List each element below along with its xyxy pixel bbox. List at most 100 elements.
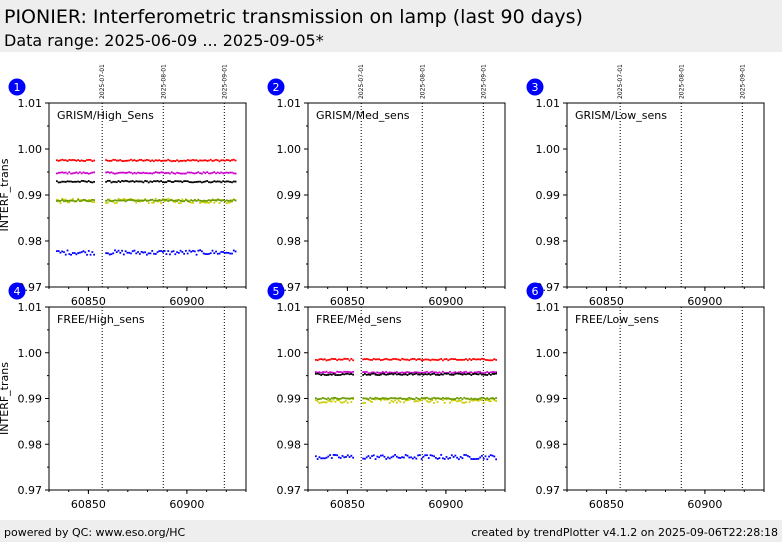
data-point xyxy=(493,397,496,400)
data-point xyxy=(452,373,455,376)
data-point xyxy=(172,160,175,162)
data-point xyxy=(343,456,346,459)
data-point xyxy=(367,399,370,401)
page-subtitle: Data range: 2025-06-09 ... 2025-09-05* xyxy=(4,31,324,50)
data-point xyxy=(165,172,168,174)
data-point xyxy=(215,199,217,202)
data-point xyxy=(479,456,482,459)
data-point xyxy=(495,372,498,375)
data-point xyxy=(138,199,141,202)
data-point xyxy=(202,159,205,162)
data-point xyxy=(334,372,337,375)
data-point xyxy=(128,171,131,174)
y-tick-label: 0.98 xyxy=(277,235,302,248)
data-point xyxy=(195,172,198,174)
data-point xyxy=(403,358,405,361)
x-tick-label: 60850 xyxy=(589,295,624,308)
data-point xyxy=(204,180,207,183)
data-point xyxy=(91,160,94,163)
data-point xyxy=(378,358,381,361)
series-blue xyxy=(55,249,237,256)
data-point xyxy=(146,172,148,175)
data-point xyxy=(461,372,464,374)
data-point xyxy=(199,159,201,162)
data-point xyxy=(336,374,339,376)
data-point xyxy=(121,249,123,252)
data-point xyxy=(89,253,92,256)
data-point xyxy=(112,158,115,161)
data-point xyxy=(61,250,64,253)
data-point xyxy=(224,180,226,183)
data-point xyxy=(445,358,448,360)
data-point xyxy=(440,398,443,400)
data-point xyxy=(332,372,335,375)
data-point xyxy=(124,159,127,162)
data-point xyxy=(80,180,83,182)
data-point xyxy=(131,159,134,162)
data-point xyxy=(110,171,113,174)
series-black xyxy=(314,372,498,376)
data-point xyxy=(151,172,154,175)
data-point xyxy=(417,371,420,374)
data-point xyxy=(473,372,476,375)
data-point xyxy=(410,358,412,361)
data-point xyxy=(468,398,471,401)
y-tick-label: 1.01 xyxy=(277,301,302,314)
data-point xyxy=(408,456,411,459)
data-point xyxy=(179,180,182,183)
data-point xyxy=(147,202,150,205)
data-point xyxy=(323,358,326,361)
data-point xyxy=(466,397,469,400)
data-point xyxy=(138,172,141,174)
data-point xyxy=(231,199,233,201)
data-point xyxy=(156,171,159,174)
data-point xyxy=(390,456,393,459)
data-point xyxy=(329,454,331,456)
data-point xyxy=(336,359,339,362)
data-point xyxy=(220,199,223,202)
data-point xyxy=(422,373,425,376)
data-point xyxy=(91,181,94,184)
data-point xyxy=(71,159,74,161)
data-point xyxy=(186,180,189,183)
data-point xyxy=(213,252,216,255)
data-point xyxy=(350,401,353,403)
x-tick-label: 60850 xyxy=(71,295,106,308)
data-point xyxy=(177,202,180,204)
data-point xyxy=(110,181,113,184)
data-point xyxy=(86,172,88,174)
data-point xyxy=(329,400,331,403)
data-point xyxy=(55,250,58,253)
data-point xyxy=(167,250,170,252)
data-point xyxy=(68,171,71,174)
data-point xyxy=(114,180,116,183)
data-point xyxy=(170,171,173,174)
data-point xyxy=(418,358,421,361)
data-point xyxy=(163,250,166,252)
data-point xyxy=(445,398,448,401)
y-tick-label: 1.01 xyxy=(18,301,43,314)
data-point xyxy=(75,180,78,183)
data-point xyxy=(71,181,74,183)
data-point xyxy=(438,358,441,361)
data-point xyxy=(369,396,372,399)
data-point xyxy=(108,253,111,256)
data-point xyxy=(367,372,370,375)
data-point xyxy=(124,172,127,174)
data-point xyxy=(422,455,425,458)
data-point xyxy=(401,397,404,400)
data-point xyxy=(456,359,459,361)
data-point xyxy=(472,398,474,401)
data-point xyxy=(454,399,457,402)
data-point xyxy=(63,171,65,174)
data-point xyxy=(142,171,145,174)
data-point xyxy=(169,172,171,175)
data-point xyxy=(57,250,60,252)
data-point xyxy=(488,455,490,458)
data-point xyxy=(192,172,194,175)
data-point xyxy=(387,372,389,374)
data-point xyxy=(63,251,65,254)
data-point xyxy=(486,370,489,373)
data-point xyxy=(79,171,81,174)
data-point xyxy=(332,398,335,401)
